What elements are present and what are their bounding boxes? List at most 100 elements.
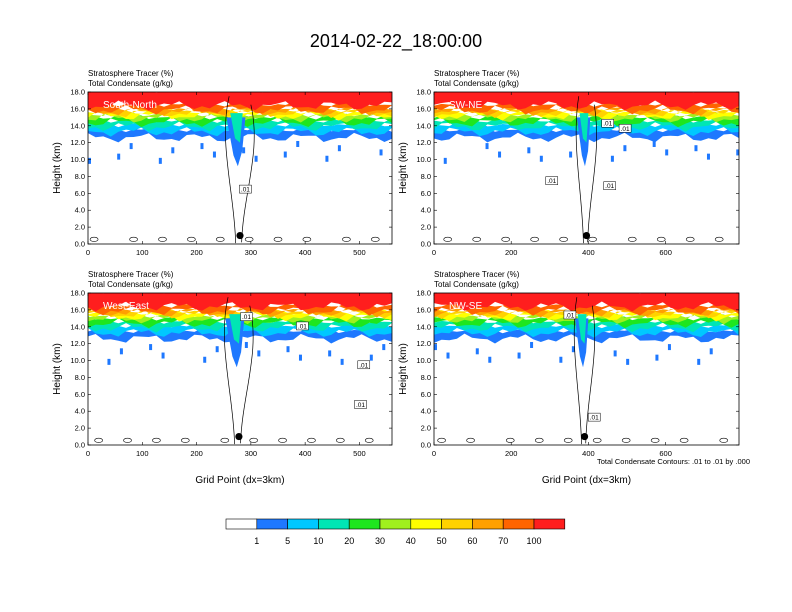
x-tick-label: 0 bbox=[86, 449, 90, 458]
contour-label: .01 bbox=[242, 314, 251, 321]
low-cloud-contour bbox=[187, 236, 196, 242]
y-tick-label: 0.0 bbox=[421, 240, 431, 249]
y-tick-label: 14.0 bbox=[416, 322, 431, 331]
contour-label: .01 bbox=[359, 362, 368, 369]
x-tick-label: 400 bbox=[299, 248, 312, 257]
low-cloud-contour bbox=[627, 236, 637, 242]
tracer-speck bbox=[379, 149, 383, 156]
contour-label-box bbox=[545, 176, 559, 185]
tracer-speck bbox=[498, 151, 502, 158]
tracer-speck bbox=[610, 155, 614, 162]
y-tick-label: 12.0 bbox=[416, 138, 431, 147]
contour-label-box bbox=[603, 181, 616, 190]
tracer-speck bbox=[443, 157, 447, 164]
low-cloud-contour bbox=[685, 236, 695, 242]
panel-header-condensate: Total Condensate (g/kg) bbox=[88, 280, 173, 289]
x-axis-label: Grid Point (dx=3km) bbox=[542, 475, 631, 486]
panel-frame bbox=[87, 91, 393, 245]
tracer-speck bbox=[488, 356, 492, 363]
tracer-speck bbox=[107, 358, 111, 365]
contour-label: .01 bbox=[547, 178, 556, 185]
y-tick-label: 10.0 bbox=[416, 155, 431, 164]
tracer-speck bbox=[706, 153, 710, 160]
tracer-band-30 bbox=[434, 110, 739, 123]
x-tick-label: 500 bbox=[353, 248, 366, 257]
colorbar-label: 50 bbox=[437, 536, 447, 546]
tracer-band-70 bbox=[88, 302, 392, 316]
low-cloud-contour bbox=[559, 236, 568, 242]
y-tick-label: 16.0 bbox=[416, 305, 431, 314]
colorbar-label: 30 bbox=[375, 536, 385, 546]
colorbar-swatch bbox=[441, 518, 473, 530]
tracer-speck bbox=[203, 356, 207, 363]
panel-name: West-East bbox=[103, 301, 149, 312]
contour-label: .01 bbox=[621, 126, 630, 133]
tracer-speck bbox=[626, 358, 630, 365]
panel-header-condensate: Total Condensate (g/kg) bbox=[434, 79, 519, 88]
panel-name: SW-NE bbox=[449, 100, 482, 111]
x-tick-label: 300 bbox=[245, 248, 258, 257]
colorbar-swatch bbox=[410, 518, 442, 530]
tracer-speck bbox=[215, 346, 219, 353]
y-tick-label: 2.0 bbox=[421, 424, 431, 433]
low-cloud-contour bbox=[249, 437, 258, 443]
colorbar-label: 60 bbox=[467, 536, 477, 546]
tracer-speck bbox=[539, 155, 543, 162]
tracer-speck bbox=[88, 157, 91, 164]
tracer-speck bbox=[129, 143, 133, 150]
low-cloud-contour bbox=[336, 437, 345, 443]
low-cloud-contour bbox=[505, 437, 515, 443]
low-cloud-contour bbox=[534, 437, 544, 443]
x-tick-label: 200 bbox=[190, 449, 203, 458]
tracer-speck bbox=[257, 350, 261, 357]
low-cloud-contour bbox=[302, 236, 312, 242]
low-cloud-contour bbox=[342, 236, 351, 242]
tracer-speck bbox=[736, 149, 739, 156]
tracer-speck bbox=[613, 350, 617, 357]
x-tick-label: 600 bbox=[659, 449, 672, 458]
tracer-field: .01 .01 .01 .01 bbox=[434, 92, 739, 244]
tracer-band-100 bbox=[434, 293, 739, 312]
y-tick-label: 8.0 bbox=[75, 172, 85, 181]
tracer-speck bbox=[337, 145, 341, 152]
tracer-speck bbox=[117, 153, 121, 160]
contour-label: .01 bbox=[565, 312, 574, 319]
colorbar-swatch bbox=[472, 518, 504, 530]
x-tick-label: 400 bbox=[582, 248, 595, 257]
low-cloud-contour bbox=[94, 437, 103, 443]
contour-label: .01 bbox=[356, 402, 365, 409]
x-tick-label: 500 bbox=[353, 449, 366, 458]
x-tick-label: 200 bbox=[505, 248, 518, 257]
panel-frame bbox=[433, 292, 740, 446]
colorbar-swatch bbox=[533, 518, 566, 530]
tracer-speck bbox=[434, 344, 437, 351]
low-cloud-contour bbox=[472, 236, 482, 242]
tracer-speck bbox=[254, 155, 258, 162]
y-tick-label: 10.0 bbox=[70, 356, 85, 365]
tracer-speck bbox=[475, 348, 479, 355]
low-cloud-contour bbox=[180, 437, 190, 443]
low-cloud-contour bbox=[714, 236, 724, 242]
colorbar-label: 10 bbox=[313, 536, 323, 546]
low-cloud-contour bbox=[364, 437, 374, 443]
y-tick-label: 6.0 bbox=[421, 189, 431, 198]
y-tick-label: 8.0 bbox=[421, 373, 431, 382]
panel-header-condensate: Total Condensate (g/kg) bbox=[88, 79, 173, 88]
colorbar-swatch bbox=[225, 518, 258, 530]
y-tick-label: 16.0 bbox=[416, 104, 431, 113]
low-cloud-contour bbox=[215, 236, 225, 242]
x-tick-label: 0 bbox=[432, 449, 436, 458]
panel-frame bbox=[87, 292, 393, 446]
colorbar-swatch bbox=[318, 518, 350, 530]
tracer-speck bbox=[569, 151, 573, 158]
colorbar-label: 5 bbox=[285, 536, 290, 546]
low-cloud-contour bbox=[650, 437, 660, 443]
y-tick-label: 12.0 bbox=[416, 339, 431, 348]
y-tick-label: 0.0 bbox=[75, 441, 85, 450]
low-cloud-contour bbox=[719, 437, 729, 443]
condensate-contour bbox=[575, 96, 597, 244]
location-marker bbox=[236, 231, 244, 240]
y-tick-label: 6.0 bbox=[75, 390, 85, 399]
y-tick-label: 8.0 bbox=[421, 172, 431, 181]
